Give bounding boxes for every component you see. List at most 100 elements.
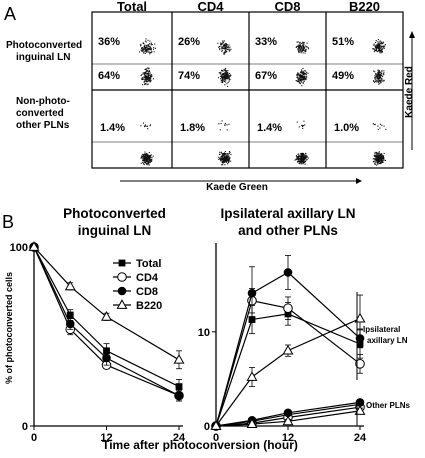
row-label-2-line-3: other PLNs xyxy=(16,120,70,131)
dot xyxy=(147,67,149,69)
dot xyxy=(380,162,382,164)
dot xyxy=(377,42,379,44)
dot xyxy=(304,163,306,165)
dot xyxy=(150,156,152,158)
dot xyxy=(148,48,150,50)
dot xyxy=(220,78,222,80)
dot xyxy=(374,71,376,73)
dot xyxy=(300,159,302,161)
dot xyxy=(381,41,383,43)
series-line xyxy=(33,246,180,397)
dot xyxy=(144,46,146,48)
dot xyxy=(146,125,148,127)
dot xyxy=(149,162,151,164)
dot xyxy=(149,160,151,162)
dot xyxy=(379,74,381,76)
dot xyxy=(226,75,228,77)
dot xyxy=(224,46,226,48)
dot xyxy=(377,158,379,160)
dot xyxy=(142,42,144,44)
dot xyxy=(150,160,152,162)
dot xyxy=(147,79,149,81)
dot xyxy=(144,77,146,79)
dot xyxy=(149,77,151,79)
dot xyxy=(304,70,306,72)
dot xyxy=(378,163,380,165)
dot xyxy=(300,71,302,73)
dot xyxy=(301,48,303,50)
dot xyxy=(373,80,375,82)
dot xyxy=(148,160,150,162)
dot xyxy=(295,46,297,48)
dot xyxy=(373,51,375,53)
dot xyxy=(377,155,379,157)
dot xyxy=(151,159,153,161)
dot xyxy=(225,74,227,76)
dot xyxy=(225,45,227,47)
dot xyxy=(144,49,146,51)
dot xyxy=(225,77,227,79)
dot xyxy=(147,128,149,130)
dot xyxy=(142,50,144,52)
dot xyxy=(143,81,145,83)
dot xyxy=(300,155,302,157)
legend-label: CD4 xyxy=(136,272,159,284)
dot xyxy=(380,80,382,82)
dot xyxy=(375,79,377,81)
dot xyxy=(142,42,144,44)
dot xyxy=(221,76,223,78)
dot xyxy=(221,75,223,77)
dot xyxy=(300,47,302,49)
dot xyxy=(298,46,300,48)
dot xyxy=(148,159,150,161)
percent-upper: 33% xyxy=(255,36,277,48)
dot xyxy=(226,74,228,76)
dot xyxy=(377,70,379,72)
dot xyxy=(381,50,383,52)
dot xyxy=(373,48,375,50)
dot xyxy=(222,45,224,47)
dot xyxy=(302,152,304,154)
dot xyxy=(145,153,147,155)
dot xyxy=(301,76,303,78)
dot xyxy=(226,156,228,158)
dot xyxy=(223,53,225,55)
series-line xyxy=(215,401,361,427)
dot xyxy=(219,48,221,50)
panel-b-letter: B xyxy=(2,212,14,232)
dot xyxy=(142,72,144,74)
dot xyxy=(148,162,150,164)
dot xyxy=(230,74,232,76)
dot xyxy=(298,126,300,128)
dot xyxy=(372,161,374,163)
dot xyxy=(220,81,222,83)
dot xyxy=(141,77,143,79)
dot xyxy=(225,43,227,45)
dot xyxy=(299,161,301,163)
dot xyxy=(148,162,150,164)
dot xyxy=(302,45,304,47)
dot xyxy=(302,44,304,46)
dot xyxy=(378,156,380,158)
dot xyxy=(145,158,147,160)
dot xyxy=(294,159,296,161)
dot xyxy=(381,48,383,50)
dot xyxy=(296,161,298,163)
dot xyxy=(221,76,223,78)
dot xyxy=(304,73,306,75)
dot xyxy=(382,157,384,159)
dot xyxy=(383,158,385,160)
y-tick-label: 10 xyxy=(198,327,210,339)
dot xyxy=(150,49,152,51)
dot xyxy=(303,154,305,156)
flow-cytometry-grid: Total CD4 CD8 B220 36% 64% 26% 74% 33% 67% 51% 49% 1… xyxy=(91,0,415,184)
dot xyxy=(150,47,152,49)
dot xyxy=(224,80,226,82)
dot xyxy=(147,78,149,80)
dot xyxy=(305,156,307,158)
dot xyxy=(144,151,146,153)
dot xyxy=(302,82,304,84)
dot xyxy=(297,41,299,43)
dot xyxy=(303,157,305,159)
dot xyxy=(224,158,226,160)
